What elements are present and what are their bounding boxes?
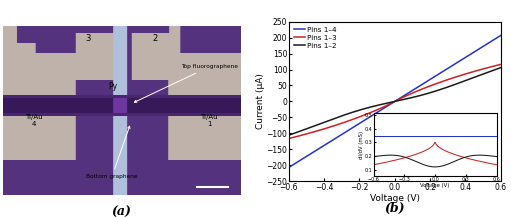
Text: Top fluorographene: Top fluorographene (134, 64, 238, 102)
Text: Ti/Au
4: Ti/Au 4 (25, 114, 42, 127)
Text: 3: 3 (85, 34, 91, 43)
Text: (b): (b) (384, 202, 405, 215)
Pins 1–3 (440, 80, 446, 83)
Text: 2: 2 (152, 34, 157, 43)
Pins 1–3 (311, 130, 317, 133)
Pins 1–4 (439, 71, 445, 74)
Pins 1–2 (311, 125, 317, 127)
Pins 1–2 (440, 87, 446, 90)
Line: Pins 1–2: Pins 1–2 (289, 68, 501, 135)
Text: Ti/Au
1: Ti/Au 1 (200, 114, 218, 127)
Pins 1–2 (439, 88, 445, 90)
Line: Pins 1–3: Pins 1–3 (289, 64, 501, 138)
X-axis label: Voltage (V): Voltage (V) (370, 194, 420, 203)
Pins 1–3 (498, 63, 504, 66)
Pins 1–4 (355, 123, 361, 126)
Pins 1–4 (369, 114, 376, 117)
Pins 1–2 (419, 94, 425, 96)
Legend: Pins 1–4, Pins 1–3, Pins 1–2: Pins 1–4, Pins 1–3, Pins 1–2 (292, 25, 339, 50)
Pins 1–2 (355, 109, 361, 112)
Pins 1–4 (286, 166, 292, 169)
Pins 1–2 (369, 105, 376, 108)
Line: Pins 1–4: Pins 1–4 (289, 35, 501, 168)
Pins 1–4 (311, 150, 317, 153)
Pins 1–3 (369, 110, 376, 113)
Text: Py: Py (108, 82, 118, 92)
Pins 1–3 (286, 137, 292, 140)
Pins 1–3 (439, 80, 445, 83)
Pins 1–4 (440, 70, 446, 73)
Pins 1–2 (498, 66, 504, 69)
Text: (a): (a) (111, 205, 131, 217)
Pins 1–4 (498, 34, 504, 37)
Pins 1–4 (419, 83, 425, 86)
Pins 1–3 (355, 116, 361, 119)
Pins 1–3 (419, 88, 425, 90)
Y-axis label: Current (μA): Current (μA) (256, 74, 265, 129)
Pins 1–2 (286, 134, 292, 136)
Text: Bottom graphene: Bottom graphene (86, 126, 137, 179)
